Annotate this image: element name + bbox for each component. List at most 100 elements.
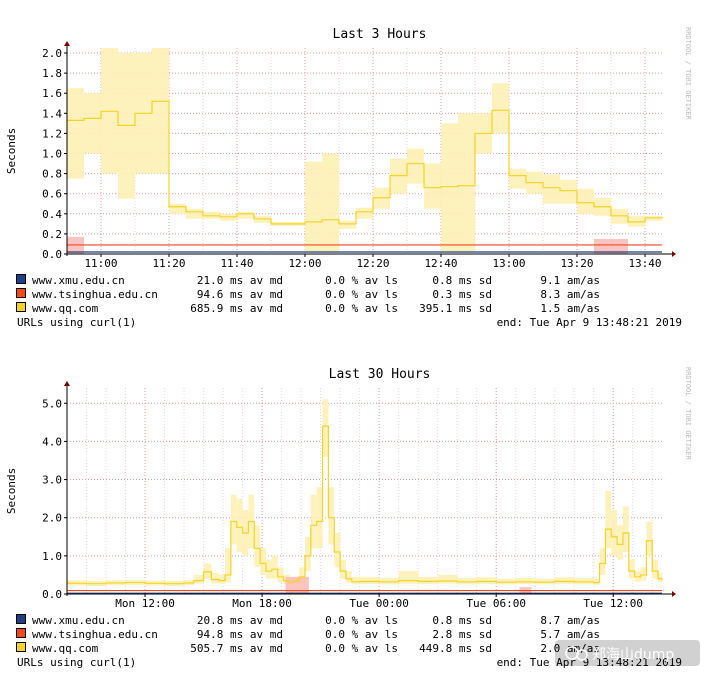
legend-median: 94.6 ms av md [197,288,283,301]
qq-smoke-band [418,576,438,585]
y-axis-arrow [64,381,70,386]
legend-swatch [16,614,26,624]
qq-smoke-band [211,573,220,584]
qq-smoke-band [322,153,339,252]
legend-am-as: 9.1 am/as [540,274,600,287]
qq-smoke-band [225,548,231,583]
qq-smoke-band [237,211,254,219]
legend-loss: 0.0 % av ls [325,628,398,641]
y-tick-label: 3.0 [42,474,62,487]
qq-smoke-band [543,174,560,204]
legend-median: 94.8 ms av md [197,628,283,641]
legend-stddev: 0.8 ms sd [432,614,492,627]
legend-name: www.xmu.edu.cn [32,614,125,627]
plot-area [67,388,662,594]
y-tick-label: 1.6 [42,87,62,100]
qq-smoke-band [299,567,305,583]
qq-smoke-band [560,179,577,204]
x-tick-label: Mon 18:00 [232,597,292,610]
x-tick-label: 11:20 [152,257,185,270]
footer-probe: URLs using curl(1) [17,656,136,669]
legend-swatch [16,628,26,638]
x-tick-label: 12:00 [288,257,321,270]
qq-smoke-band [577,188,594,214]
qq-smoke-band [193,574,204,584]
qq-smoke-band [305,161,322,252]
qq-smoke-band [67,88,84,179]
x-tick-label: 13:40 [628,257,661,270]
y-tick-label: 1.0 [42,148,62,161]
y-tick-label: 1.0 [42,550,62,563]
y-tick-label: 0.0 [42,588,62,601]
legend-loss: 0.0 % av ls [325,302,398,315]
legend-loss: 0.0 % av ls [325,274,398,287]
chart-title: Last 30 Hours [329,367,431,382]
watermark-backdrop [555,640,700,666]
legend-stddev: 0.3 ms sd [432,288,492,301]
qq-smoke-band [628,559,635,579]
qq-smoke-band [458,113,475,252]
footer-end-time: end: Tue Apr 9 13:48:21 2019 [497,656,682,669]
qq-smoke-band [84,93,101,154]
legend-loss: 0.0 % av ls [325,642,398,655]
x-tick-label: 13:00 [492,257,525,270]
qq-smoke-band [476,577,497,585]
y-tick-label: 0.0 [42,248,62,261]
legend-loss: 0.0 % av ls [325,288,398,301]
qq-smoke-band [277,567,284,583]
wechat-icon-bubble [576,649,588,661]
qq-smoke-band [260,548,266,575]
qq-smoke-band [492,83,509,134]
qq-smoke-band [593,578,600,585]
x-tick-label: 13:20 [560,257,593,270]
y-axis-label: Seconds [5,128,18,174]
y-tick-label: 0.6 [42,188,62,201]
legend-swatch [16,302,26,312]
watermark: 郑海山dump [555,640,700,666]
qq-smoke-band [186,208,203,219]
chart-title: Last 3 Hours [333,27,427,42]
qq-smoke-band [515,577,536,585]
y-tick-label: 0.4 [42,208,62,221]
y-tick-label: 1.8 [42,67,62,80]
x-tick-label: 11:40 [220,257,253,270]
qq-smoke-band [356,207,373,219]
legend-am-as: 5.7 am/as [540,628,600,641]
x-tick-label: Mon 12:00 [115,597,175,610]
qq-smoke-band [617,525,623,560]
rrdtool-credit: RRDTOOL / TOBI OETIKER [684,367,692,461]
qq-smoke-band [351,576,360,585]
qq-smoke-band [407,148,424,184]
series-line-qq [67,100,663,225]
qq-smoke-band [345,571,352,583]
x-tick-label: 11:00 [84,257,117,270]
qq-smoke-band [340,559,346,579]
legend-name: www.qq.com [32,302,99,315]
legend-am-as: 1.5 am/as [540,302,600,315]
legend-stddev: 0.8 ms sd [432,274,492,287]
chart-2: Last 30 Hours 0.0 1.0 2.0 3.0 4.0 5.0 Mon 12:00… [5,367,692,669]
qq-smoke-band [271,555,278,579]
qq-smoke-band [398,571,419,584]
legend-am-as: 8.3 am/as [540,288,600,301]
series-line-qq [67,425,663,585]
chart-1: Last 3 Hours 0.0 0.2 0.4 0.6 0.8 1.0 1.2 1.4 1.6 1… [5,27,692,329]
legend-median: 685.9 ms av md [190,302,283,315]
legend-stddev: 449.8 ms sd [419,642,492,655]
qq-smoke-band [328,487,335,545]
qq-smoke-band [203,563,212,579]
legend-swatch [16,274,26,284]
legend-am-as: 8.7 am/as [540,614,600,627]
legend-median: 21.0 ms av md [197,274,283,287]
legend-name: www.tsinghua.edu.cn [32,628,158,641]
legend-stddev: 395.1 ms sd [419,302,492,315]
qq-smoke-band [316,487,323,549]
qq-smoke-band [265,559,272,579]
legend-name: www.tsinghua.edu.cn [32,288,158,301]
y-tick-label: 2.0 [42,47,62,60]
y-axis-label: Seconds [5,468,18,514]
x-tick-label: 12:20 [356,257,389,270]
qq-smoke-band [334,532,341,568]
tsinghua-smoke-band [285,576,309,594]
